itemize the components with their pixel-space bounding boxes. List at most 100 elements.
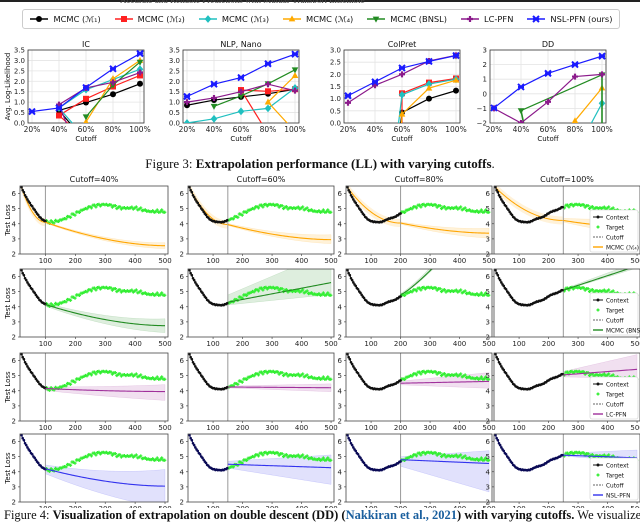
context-point [356,204,360,208]
x-tick-label: 40% [206,125,223,134]
data-point-diamond [136,65,144,74]
plot-area [20,269,167,337]
context-point [500,281,503,284]
target-point [109,286,113,290]
target-point [320,377,324,381]
x-tick-label: 500 [324,340,337,348]
plot-frame [493,433,640,503]
y-tick-label: 2 [180,251,184,259]
target-point [582,286,586,290]
x-tick-label: 500 [482,424,495,432]
x-axis-label: Cutoff [537,135,558,143]
y-tick-label: 6 [180,273,185,281]
x-tick-label: 60% [394,125,411,134]
y-tick-label: 1 [483,76,487,84]
dd-panel: 23456100200300400500Embedding DimensionC… [486,433,640,508]
target-point [130,372,134,376]
context-point [34,377,38,381]
target-point [130,453,134,457]
x-tick-label: 60% [233,125,250,134]
context-point [496,190,500,194]
target-point [611,289,615,293]
y-tick-label: 2 [486,334,490,342]
target-point [276,451,280,455]
series-mcmc-m4 [264,72,299,123]
target-point [329,293,333,297]
legend-marker-square-icon [114,16,133,22]
x-tick-label: 100 [39,505,52,508]
column-title: Cutoff=40% [70,175,119,184]
x-tick-label: 300 [99,505,112,508]
y-tick-label: 4 [180,468,185,476]
target-point [92,203,97,207]
data-point-diamond [237,107,245,116]
prediction-uncertainty-band [45,221,166,249]
target-point [438,452,442,456]
target-point [419,288,423,292]
target-point [305,206,309,210]
context-point [21,271,24,275]
target-point [607,372,611,376]
x-tick-label: 200 [69,505,82,508]
target-point [245,458,249,462]
legend-label: MCMC (ℳ₃) [221,14,270,24]
y-tick-label: 3 [12,402,16,410]
data-point-diamond [183,119,191,123]
x-tick-label: 100% [129,125,150,134]
context-point [198,204,202,208]
data-point-x [237,73,245,82]
target-point [154,458,158,462]
target-point [442,453,447,457]
context-point [356,452,360,456]
y-tick-label: 2.0 [14,78,25,86]
context-point [28,201,32,205]
context-point [347,436,350,440]
legend-marker-plus-icon [461,16,480,22]
context-point [507,375,510,379]
context-point [24,195,28,199]
data-point-x [109,65,117,73]
chart-title: NLP, Nano [220,40,261,49]
x-tick-label: 300 [99,340,112,348]
prediction-line [400,269,433,296]
legend-label: Target [605,308,625,314]
x-tick-label: 500 [630,257,640,265]
data-point-diamond [264,104,272,113]
x-tick-label: 200 [542,340,555,348]
y-tick-label: 2 [338,418,342,426]
citation-link[interactable]: Nakkiran et al., 2021 [345,508,458,522]
chart-title: IC [82,40,90,49]
fit-line [347,187,401,224]
plot-area [188,434,333,502]
context-point [30,287,34,291]
x-tick-label: 400 [601,340,614,348]
x-tick-label: 500 [482,257,495,265]
legend-label: Context [606,382,629,388]
x-tick-label: 300 [571,257,584,265]
context-point [504,452,508,456]
target-point [438,287,442,291]
target-point [602,372,606,376]
y-tick-label: 5 [486,205,490,213]
y-tick-label: 3 [180,235,184,243]
context-point [348,190,352,194]
data-point-plus [345,99,351,106]
target-point [320,210,324,214]
context-point [189,355,192,359]
target-point [478,210,482,214]
target-point [321,208,325,212]
context-point [192,195,196,199]
target-point [240,380,244,384]
target-point [280,371,284,375]
legend-label: LC-PFN [484,14,514,24]
target-point [459,372,463,376]
context-point [510,213,514,217]
legend-label: LC-PFN [606,412,627,418]
context-point [347,188,350,192]
x-tick-label: 100 [39,340,52,348]
target-point [324,210,328,214]
prediction-uncertainty-band [400,269,434,296]
y-tick-label: 3 [486,235,490,243]
context-point [190,438,194,442]
ll-chart-nlp-nano: 0.0 0.5 1.0 1.5 2.0 2.5 3.0 3.5 20% 40% 60% 80% 100%… [169,40,306,143]
